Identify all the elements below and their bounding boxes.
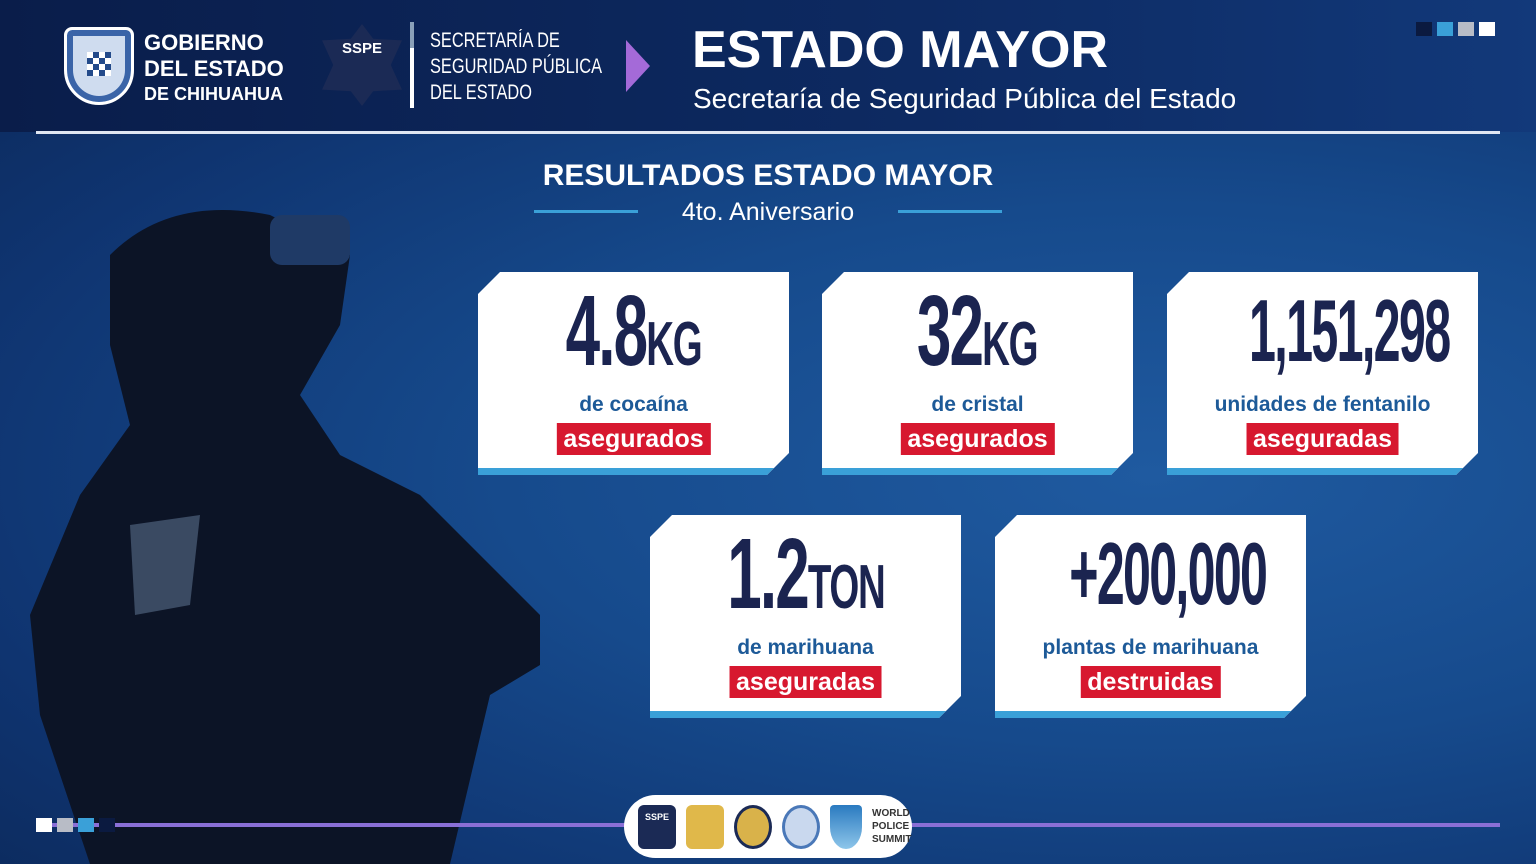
header-band: [0, 0, 1536, 132]
section-subtitle: 4to. Aniversario: [681, 198, 855, 226]
stat-label: plantas de marihuana: [1042, 636, 1259, 659]
stat-value: 1,151,298: [1249, 281, 1450, 380]
stat-tag: asegurados: [900, 423, 1054, 455]
decorative-squares-bottom: [36, 818, 115, 832]
stat-value: +200,000: [1069, 524, 1267, 623]
stat-label: de marihuana: [737, 636, 874, 659]
header-divider: [36, 131, 1500, 134]
swat-officer-image: [30, 210, 540, 864]
stat-card-cristal: 32KG de cristal asegurados: [822, 272, 1133, 475]
stat-label: de cocaína: [579, 393, 688, 416]
stat-unit: KG: [982, 310, 1038, 379]
stat-value: 4.8: [565, 275, 647, 387]
sspe-logo: SSPE: [638, 804, 676, 849]
decorative-squares-top: [1416, 22, 1495, 36]
section-title: RESULTADOS ESTADO MAYOR: [542, 159, 994, 192]
secretaria-text: SECRETARÍA DE SEGURIDAD PÚBLICA DEL ESTA…: [430, 29, 603, 104]
stat-card-plantas: +200,000 plantas de marihuana destruidas: [995, 515, 1306, 718]
calea-logo: [686, 804, 724, 849]
partner-logos: SSPE WORLD POLICE SUMMIT: [624, 795, 912, 858]
stat-card-fentanilo: 1,151,298 unidades de fentanilo asegurad…: [1167, 272, 1478, 475]
stat-tag: destruidas: [1080, 666, 1220, 698]
subtitle-line-right: [898, 210, 1002, 213]
vertical-divider: [410, 22, 414, 108]
main-subtitle: Secretaría de Seguridad Pública del Esta…: [693, 83, 1237, 114]
stat-tag: aseguradas: [1246, 423, 1399, 455]
main-title: ESTADO MAYOR: [692, 21, 1109, 79]
stat-label: de cristal: [931, 393, 1024, 416]
stat-card-marihuana: 1.2TON de marihuana aseguradas: [650, 515, 961, 718]
stat-label: unidades de fentanilo: [1214, 393, 1431, 416]
stat-tag: aseguradas: [729, 666, 882, 698]
world-police-summit-logo: [830, 804, 862, 849]
stat-unit: TON: [807, 553, 885, 622]
world-police-summit-text: WORLD POLICE SUMMIT: [872, 808, 912, 845]
stat-value: 1.2: [726, 518, 808, 630]
chihuahua-shield-logo: [64, 27, 134, 105]
stat-unit: KG: [646, 310, 702, 379]
stat-tag: asegurados: [556, 423, 710, 455]
stat-card-cocaina: 4.8KG de cocaína asegurados: [478, 272, 789, 475]
gobierno-text: GOBIERNO DEL ESTADO DE CHIHUAHUA: [144, 30, 284, 104]
play-arrow-icon: [626, 40, 650, 92]
subtitle-line-left: [534, 210, 638, 213]
calea-seal-logo: [734, 804, 772, 849]
stat-value: 32: [917, 275, 983, 387]
police-seal-logo: [782, 804, 820, 849]
